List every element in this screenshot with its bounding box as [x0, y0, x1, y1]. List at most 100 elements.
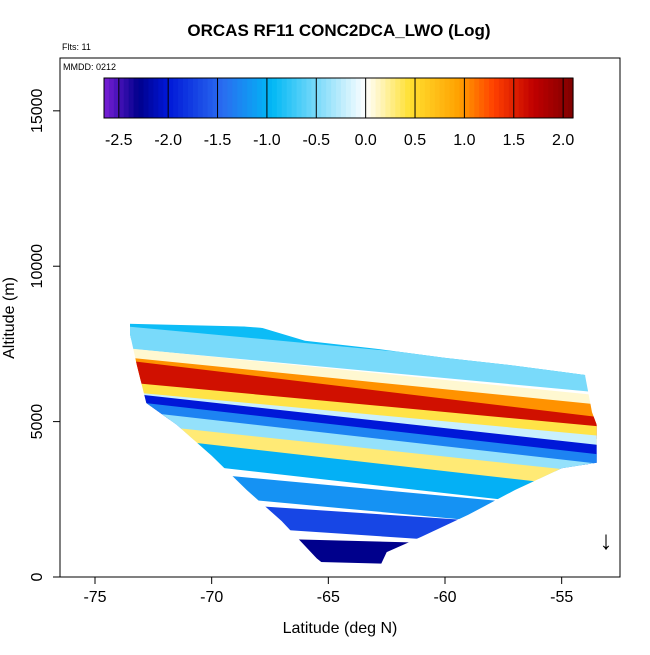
colorbar-cell — [459, 78, 465, 118]
colorbar-cell — [405, 78, 411, 118]
colorbar-cell — [449, 78, 456, 118]
y-axis-title: Altitude (m) — [1, 277, 18, 359]
colorbar-tick-label: -1.5 — [204, 132, 232, 149]
colorbar-cell — [316, 78, 322, 118]
data-layer — [130, 323, 597, 570]
colorbar-cell — [237, 78, 243, 118]
colorbar-cell — [222, 78, 229, 118]
colorbar-cell — [321, 78, 327, 118]
colorbar-cell — [479, 78, 485, 118]
colorbar-cell — [173, 78, 179, 118]
colorbar-cell — [498, 78, 505, 118]
y-tick-label: 15000 — [29, 88, 46, 133]
colorbar-cell — [370, 78, 377, 118]
colorbar-cell — [148, 78, 154, 118]
y-tick-label: 5000 — [29, 404, 46, 440]
colorbar-cell — [247, 78, 253, 118]
heatmap-band-11 — [130, 435, 597, 511]
colorbar-cell — [266, 78, 273, 118]
colorbar-cell — [543, 78, 549, 118]
colorbar-cell — [340, 78, 347, 118]
colorbar-cell — [133, 78, 140, 118]
colorbar-cell — [508, 78, 515, 118]
colorbar-cell — [158, 78, 164, 118]
colorbar-tick-label: -1.0 — [253, 132, 281, 149]
colorbar-cell — [528, 78, 535, 118]
heatmap-band-1 — [130, 326, 597, 393]
colorbar-cell — [424, 78, 431, 118]
colorbar-cell — [419, 78, 426, 118]
colorbar-cell — [178, 78, 184, 118]
x-tick-label: -70 — [200, 589, 223, 606]
colorbar-cell — [306, 78, 312, 118]
colorbar-cell — [123, 78, 130, 118]
colorbar-cell — [380, 78, 386, 118]
colorbar-cell — [494, 78, 500, 118]
colorbar-cell — [410, 78, 416, 118]
colorbar-cell — [291, 78, 298, 118]
colorbar-cell — [331, 78, 337, 118]
colorbar-cell — [163, 78, 169, 118]
colorbar-cell — [444, 78, 451, 118]
flights-note: Flts: 11 — [62, 42, 91, 52]
colorbar-cell — [365, 78, 372, 118]
colorbar-cell — [286, 78, 293, 118]
colorbar-cell — [360, 78, 367, 118]
colorbar-cell — [350, 78, 357, 118]
colorbar-cell — [439, 78, 446, 118]
colorbar-cell — [113, 78, 120, 118]
colorbar-cell — [227, 78, 233, 118]
colorbar-cell — [345, 78, 352, 118]
colorbar-cell — [474, 78, 480, 118]
colorbar-cell — [513, 78, 520, 118]
colorbar-cell — [143, 78, 150, 118]
chart-title: ORCAS RF11 CONC2DCA_LWO (Log) — [187, 21, 490, 40]
colorbar-cell — [523, 78, 530, 118]
colorbar-cell — [242, 78, 248, 118]
colorbar-cell — [454, 78, 461, 118]
colorbar-cell — [192, 78, 199, 118]
colorbar-cell — [563, 78, 569, 118]
colorbar-tick-label: -2.5 — [105, 132, 133, 149]
x-tick-label: -65 — [317, 589, 340, 606]
colorbar-cell — [104, 78, 110, 118]
heatmap-region — [130, 323, 597, 570]
heatmap-band-14 — [130, 534, 597, 570]
colorbar-cell — [434, 78, 441, 118]
colorbar-cell — [385, 78, 391, 118]
colorbar-cell — [252, 78, 258, 118]
colorbar-tick-label: 1.0 — [453, 132, 475, 149]
colorbar-tick-label: 0.0 — [355, 132, 377, 149]
plot-frame — [59, 57, 621, 578]
colorbar-cell — [464, 78, 470, 118]
colorbar-cell — [271, 78, 278, 118]
colorbar-tick-label: 1.5 — [503, 132, 525, 149]
colorbar-cell — [212, 78, 219, 118]
colorbar-cell — [375, 78, 382, 118]
colorbar-cell — [202, 78, 209, 118]
colorbar-cell — [187, 78, 194, 118]
y-tick-label: 0 — [29, 572, 46, 581]
colorbar-cell — [415, 78, 421, 118]
colorbar-cell — [518, 78, 525, 118]
colorbar-cell — [336, 78, 342, 118]
colorbar-tick-label: -0.5 — [303, 132, 331, 149]
colorbar-cell — [118, 78, 125, 118]
annotation-arrow: ↓ — [600, 525, 613, 555]
colorbar-cell — [311, 78, 317, 118]
colorbar-cell — [276, 78, 283, 118]
colorbar-cell — [261, 78, 268, 118]
date-note: MMDD: 0212 — [63, 62, 116, 72]
colorbar-cell — [153, 78, 159, 118]
colorbar: -2.5 -2.0 -1.5 -1.0 -0.5 0.0 0.5 1.0 1.5 2.0 — [103, 77, 574, 149]
colorbar-cell — [548, 78, 554, 118]
colorbar-cell — [128, 78, 135, 118]
x-tick-label: -75 — [83, 589, 106, 606]
colorbar-cell — [484, 78, 490, 118]
colorbar-cell — [533, 78, 540, 118]
colorbar-cell — [568, 78, 574, 118]
colorbar-frame — [103, 77, 574, 119]
colorbar-cell — [553, 78, 559, 118]
